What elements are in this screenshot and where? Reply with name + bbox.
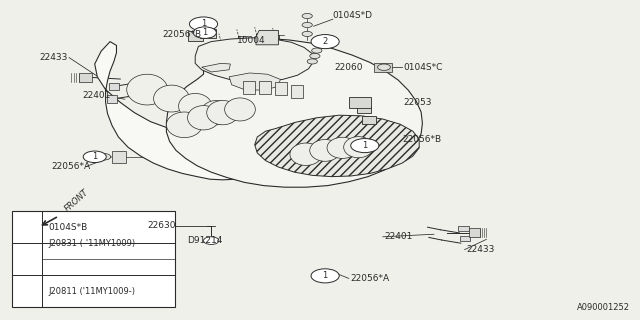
Text: 22433: 22433 (40, 53, 68, 62)
Ellipse shape (310, 140, 340, 161)
Text: 0104S*B: 0104S*B (49, 223, 88, 232)
Polygon shape (460, 236, 470, 241)
Ellipse shape (154, 85, 189, 112)
Circle shape (302, 13, 312, 19)
Ellipse shape (327, 137, 358, 158)
Polygon shape (349, 97, 371, 108)
Text: 22053: 22053 (403, 98, 432, 107)
Text: D91214: D91214 (188, 236, 223, 245)
Ellipse shape (201, 100, 232, 125)
Text: 22401: 22401 (82, 92, 110, 100)
Ellipse shape (225, 98, 255, 121)
Polygon shape (229, 73, 280, 90)
Polygon shape (112, 151, 126, 163)
Text: 1: 1 (92, 152, 97, 161)
Text: 22056*B: 22056*B (402, 135, 441, 144)
Polygon shape (188, 31, 203, 41)
Circle shape (193, 27, 216, 38)
Text: 22401: 22401 (384, 232, 412, 241)
Polygon shape (374, 63, 392, 72)
Circle shape (302, 22, 312, 28)
Polygon shape (166, 38, 422, 187)
Text: J20831 (-'11MY1009): J20831 (-'11MY1009) (49, 239, 136, 248)
Text: 22056*A: 22056*A (350, 274, 389, 283)
Text: 2: 2 (323, 37, 328, 46)
Text: 1: 1 (24, 223, 29, 232)
Text: A090001252: A090001252 (577, 303, 630, 312)
FancyBboxPatch shape (259, 81, 271, 94)
Text: 1: 1 (323, 271, 328, 280)
Polygon shape (107, 95, 117, 103)
Text: 1: 1 (202, 28, 207, 37)
Text: 1: 1 (201, 20, 206, 28)
Polygon shape (200, 29, 216, 38)
Text: J20811 ('11MY1009-): J20811 ('11MY1009-) (49, 287, 136, 296)
Polygon shape (195, 38, 314, 82)
Circle shape (307, 59, 317, 64)
Text: 0104S*D: 0104S*D (333, 12, 372, 20)
Ellipse shape (188, 106, 220, 130)
Text: 10004: 10004 (237, 36, 266, 45)
Polygon shape (109, 83, 119, 90)
Text: 0104S*C: 0104S*C (403, 63, 443, 72)
Text: FRONT: FRONT (63, 188, 90, 214)
FancyBboxPatch shape (275, 82, 287, 95)
Polygon shape (95, 42, 289, 180)
Polygon shape (79, 73, 92, 82)
Polygon shape (469, 228, 480, 237)
Ellipse shape (344, 137, 373, 158)
Text: 22433: 22433 (466, 245, 494, 254)
FancyBboxPatch shape (243, 81, 255, 94)
Polygon shape (362, 116, 376, 124)
Circle shape (302, 31, 312, 36)
FancyBboxPatch shape (12, 211, 175, 307)
Ellipse shape (127, 74, 168, 105)
Ellipse shape (207, 100, 239, 125)
Polygon shape (256, 30, 278, 45)
Circle shape (311, 269, 339, 283)
Circle shape (311, 35, 339, 49)
FancyBboxPatch shape (291, 85, 303, 98)
Circle shape (189, 17, 218, 31)
Ellipse shape (290, 143, 322, 165)
Circle shape (15, 261, 38, 273)
Circle shape (310, 53, 320, 59)
Circle shape (351, 139, 379, 153)
Polygon shape (255, 115, 419, 177)
Polygon shape (202, 63, 230, 72)
Text: 22056*A: 22056*A (51, 162, 90, 171)
Text: 22630: 22630 (147, 221, 176, 230)
Circle shape (378, 64, 390, 70)
Circle shape (83, 151, 106, 163)
Circle shape (204, 237, 219, 244)
Circle shape (312, 48, 322, 53)
Text: 2: 2 (24, 263, 29, 272)
Text: 1: 1 (362, 141, 367, 150)
Text: 22060: 22060 (334, 63, 363, 72)
Ellipse shape (166, 112, 202, 138)
Ellipse shape (179, 93, 212, 119)
Polygon shape (357, 106, 371, 113)
Polygon shape (458, 226, 469, 231)
Circle shape (15, 221, 38, 233)
Text: 22056*B: 22056*B (162, 30, 201, 39)
Circle shape (98, 154, 111, 160)
